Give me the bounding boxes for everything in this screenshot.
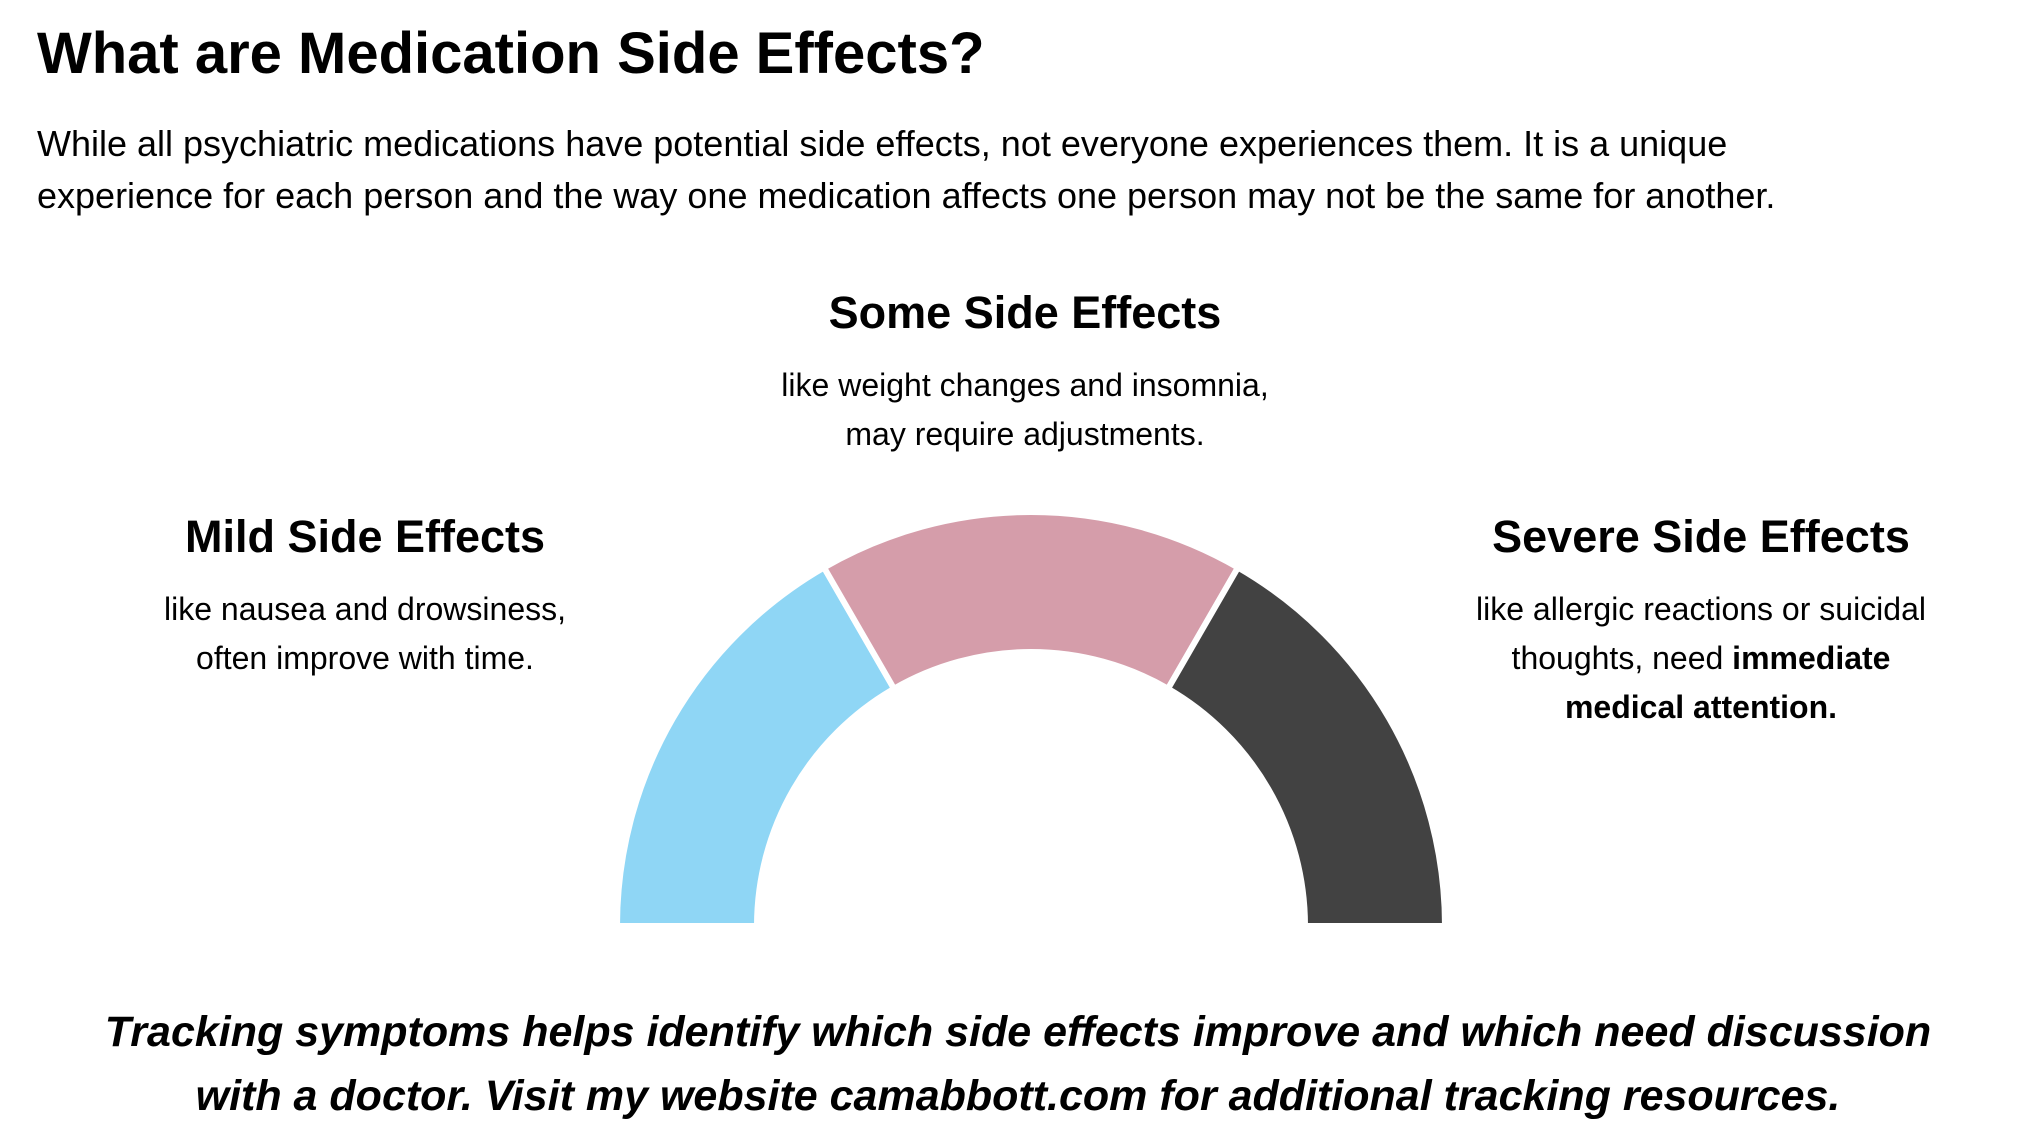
section-heading: Some Side Effects: [828, 287, 1222, 338]
intro-line: experience for each person and the way o…: [37, 175, 1776, 216]
gauge-mild: [613, 563, 899, 929]
section-mild: Mild Side Effects like nausea and drowsi…: [164, 509, 566, 683]
text-line: like weight changes and insomnia,: [781, 367, 1269, 403]
text-line: may require adjustments.: [845, 416, 1205, 452]
title: What are Medication Side Effects?: [37, 21, 985, 86]
section-some: Some Side Effects like weight changes an…: [781, 285, 1268, 459]
intro: While all psychiatric medications have p…: [37, 118, 1775, 222]
emphasis: immediate: [1732, 640, 1891, 676]
gauge-severe: [1163, 563, 1449, 929]
text-span: thoughts, need: [1511, 640, 1724, 676]
section-text: like weight changes and insomnia, may re…: [781, 361, 1268, 459]
text-line: like nausea and drowsiness,: [163, 591, 567, 627]
text-line: like allergic reactions or suicidal: [1476, 591, 1926, 627]
footer-line: with a doctor. Visit my website camabbot…: [195, 1072, 1841, 1120]
text-line: medical attention.: [1476, 683, 1926, 732]
section-text: like allergic reactions or suicidal thou…: [1476, 585, 1926, 732]
footer: Tracking symptoms helps identify which s…: [105, 1000, 1931, 1128]
text-line: often improve with time.: [196, 640, 534, 676]
intro-line: While all psychiatric medications have p…: [37, 123, 1728, 164]
footer-line: Tracking symptoms helps identify which s…: [104, 1008, 1932, 1056]
section-heading: Mild Side Effects: [184, 511, 546, 562]
section-text: like nausea and drowsiness, often improv…: [164, 585, 566, 683]
text-line: thoughts, need immediate: [1476, 634, 1926, 683]
section-severe: Severe Side Effects like allergic reacti…: [1476, 509, 1926, 732]
section-heading: Severe Side Effects: [1492, 511, 1910, 562]
gauge-some: [819, 509, 1243, 693]
emphasis: medical attention.: [1564, 689, 1838, 725]
